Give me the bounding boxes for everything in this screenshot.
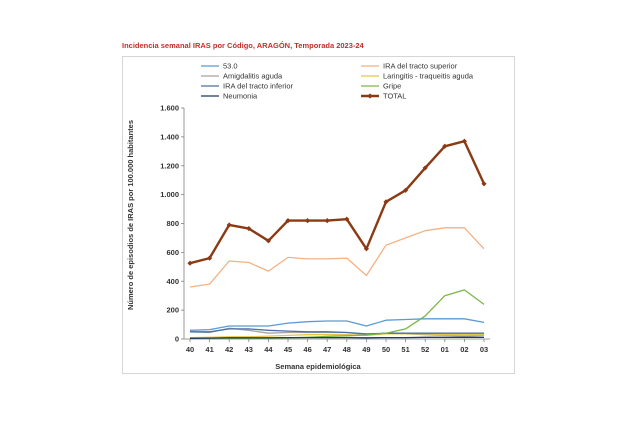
y-tick-label: 0 — [175, 335, 179, 344]
data-point — [285, 218, 291, 224]
y-tick-label: 1.400 — [160, 132, 179, 141]
y-tick-label: 1.200 — [160, 161, 179, 170]
y-tick-label: 1.600 — [160, 104, 179, 113]
y-tick-label: 600 — [166, 248, 179, 257]
x-tick-label: 49 — [362, 345, 370, 354]
data-point — [344, 216, 350, 222]
data-point — [305, 218, 311, 224]
series-line — [189, 318, 485, 331]
x-tick-label: 40 — [186, 345, 194, 354]
legend-label: IRA del tracto superior — [383, 62, 458, 71]
legend-marker — [367, 93, 373, 99]
data-point — [226, 222, 232, 228]
x-tick-label: 41 — [205, 345, 213, 354]
chart-frame — [122, 56, 515, 374]
y-tick-label: 800 — [166, 219, 179, 228]
legend-label: TOTAL — [383, 92, 406, 101]
chart-title: Incidencia semanal IRAS por Código, ARAG… — [122, 41, 364, 50]
x-tick-label: 45 — [284, 345, 292, 354]
x-tick-label: 52 — [421, 345, 429, 354]
x-tick-label: 50 — [382, 345, 390, 354]
data-point — [324, 218, 330, 224]
series-line — [190, 328, 484, 335]
data-point — [422, 165, 428, 171]
chart-legend: 53.0 IRA del tracto superior Amigdalitis a… — [201, 62, 474, 101]
data-point — [187, 260, 193, 266]
series-line — [189, 336, 484, 339]
x-tick-label: 48 — [343, 345, 351, 354]
legend-label: IRA del tracto inferior — [223, 82, 294, 91]
legend-label: Amigdalitis aguda — [223, 72, 283, 81]
legend-item: Amigdalitis aguda — [201, 72, 283, 81]
x-axis-label: Semana epidemiológica — [275, 362, 361, 371]
data-point — [403, 187, 409, 193]
legend-label: 53.0 — [223, 62, 238, 71]
x-axis-ticks: 40 41 42 43 44 45 46 47 48 49 50 51 52 01 02 03 — [186, 339, 488, 354]
legend-item: TOTAL — [361, 92, 406, 101]
data-point — [207, 255, 213, 261]
data-point — [265, 238, 271, 244]
data-point — [461, 138, 467, 144]
x-tick-label: 01 — [441, 345, 449, 354]
x-tick-label: 51 — [401, 345, 409, 354]
x-tick-label: 42 — [225, 345, 233, 354]
legend-label: Neumonia — [223, 92, 258, 101]
data-point — [363, 246, 369, 252]
series-line — [189, 139, 486, 265]
legend-item: Gripe — [361, 82, 401, 91]
series-line — [189, 333, 484, 339]
series-line — [189, 227, 485, 288]
data-point — [383, 199, 389, 205]
legend-item: Laringitis - traqueitis aguda — [361, 72, 474, 81]
y-axis-ticks: 0 200 400 600 800 1.000 1.200 1.400 1.600 — [160, 104, 184, 344]
y-axis-label: Número de episodios de IRAS por 100.000 … — [126, 120, 135, 310]
y-tick-label: 200 — [166, 306, 179, 315]
chart-series — [187, 138, 487, 340]
legend-label: Gripe — [383, 82, 401, 91]
x-tick-label: 47 — [323, 345, 331, 354]
x-tick-label: 44 — [264, 345, 273, 354]
legend-item: 53.0 — [201, 62, 238, 71]
y-tick-label: 1.000 — [160, 190, 179, 199]
data-point — [442, 143, 448, 149]
series-line — [190, 289, 485, 340]
legend-label: Laringitis - traqueitis aguda — [383, 72, 474, 81]
data-point — [246, 225, 252, 232]
y-tick-label: 400 — [166, 277, 179, 286]
x-tick-label: 03 — [480, 345, 488, 354]
legend-item: Neumonia — [201, 92, 258, 101]
x-tick-label: 46 — [303, 345, 311, 354]
legend-item: IRA del tracto inferior — [201, 82, 294, 91]
data-point — [481, 181, 487, 187]
x-tick-label: 43 — [245, 345, 253, 354]
x-tick-label: 02 — [460, 345, 468, 354]
legend-item: IRA del tracto superior — [361, 62, 458, 71]
